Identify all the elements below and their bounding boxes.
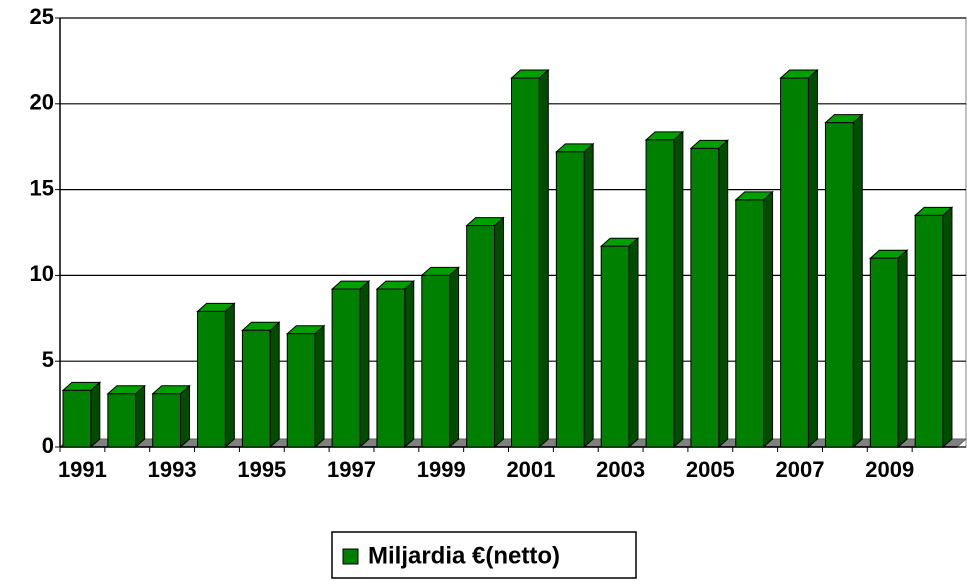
x-tick-label: 1999 (417, 457, 466, 482)
y-tick-label: 15 (30, 175, 54, 200)
bar-side (897, 249, 908, 449)
bar (286, 333, 316, 448)
y-tick-label: 20 (30, 90, 54, 115)
bar-side (314, 324, 325, 449)
bar-side (763, 190, 774, 449)
bar-side (135, 384, 146, 449)
bar-side (852, 113, 863, 449)
bar (152, 393, 182, 448)
bar (914, 214, 944, 448)
bar-side (538, 68, 549, 449)
legend-box (331, 531, 637, 579)
bar-side (404, 280, 415, 449)
bar (107, 393, 137, 448)
bar-side (269, 321, 280, 449)
y-tick-label: 10 (30, 261, 54, 286)
bar (466, 225, 495, 448)
bar-side (942, 206, 953, 449)
x-tick-label: 2009 (865, 457, 914, 482)
x-tick-label: 1991 (58, 457, 107, 482)
bar (197, 310, 226, 448)
bar (780, 77, 809, 448)
bar (555, 151, 585, 448)
bar (376, 288, 406, 448)
bar-side (718, 139, 729, 449)
y-tick-label: 25 (30, 4, 54, 29)
bar (421, 274, 451, 448)
bar (600, 245, 630, 448)
x-tick-label: 2003 (596, 457, 645, 482)
bar (735, 199, 765, 448)
x-tick-label: 1997 (327, 457, 376, 482)
bar (869, 257, 899, 448)
bar-side (493, 216, 504, 449)
bar-side (807, 68, 818, 449)
legend-swatch (342, 548, 359, 565)
bar-side (449, 266, 460, 449)
bar (511, 77, 540, 448)
bar (241, 329, 271, 448)
y-tick-label: 0 (42, 433, 54, 458)
bar-side (90, 381, 101, 449)
bar (331, 288, 361, 448)
bar-side (359, 280, 370, 449)
x-tick-label: 2001 (506, 457, 555, 482)
legend-label: Miljardia €(netto) (368, 542, 560, 569)
bar (62, 389, 92, 448)
x-tick-label: 2005 (686, 457, 735, 482)
bar-side (180, 384, 191, 449)
bar (645, 139, 675, 448)
bar-side (628, 237, 639, 449)
x-tick-label: 2007 (776, 457, 825, 482)
y-tick-label: 5 (42, 347, 54, 372)
bar (824, 122, 854, 448)
bar-side (673, 130, 684, 449)
bar (690, 147, 720, 448)
x-tick-label: 1993 (148, 457, 197, 482)
x-tick-label: 1995 (237, 457, 286, 482)
bar-side (583, 142, 594, 449)
bar-side (224, 302, 235, 449)
